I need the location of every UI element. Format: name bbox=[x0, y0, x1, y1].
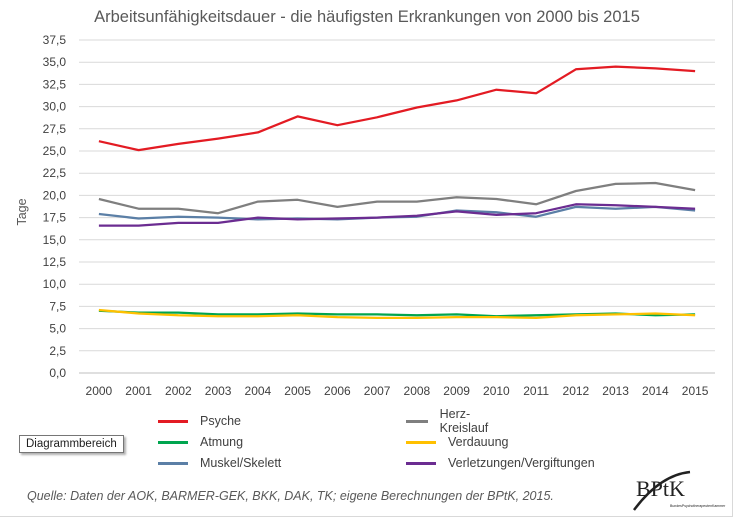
logo-wordmark: BPtK bbox=[636, 476, 685, 501]
series-line[interactable] bbox=[98, 308, 696, 320]
x-tick-labels: 2000 2001 2002 2003 2004 2005 2006 2007 2008 2009… bbox=[86, 384, 709, 398]
x-tick-label: 2015 bbox=[682, 384, 709, 398]
x-tick-label: 2012 bbox=[563, 384, 590, 398]
chart-title: Arbeitsunfähigkeitsdauer - die häufigste… bbox=[94, 8, 640, 26]
y-tick-label: 10,0 bbox=[43, 277, 67, 291]
y-tick-label: 7,5 bbox=[49, 299, 66, 313]
legend-swatch bbox=[158, 461, 188, 465]
legend-label: Muskel/Skelett bbox=[200, 456, 282, 470]
legend-label: Herz-Kreislauf bbox=[439, 407, 489, 435]
series-lines bbox=[98, 65, 696, 320]
legend-swatch bbox=[406, 440, 436, 444]
legend-swatch bbox=[158, 440, 188, 444]
y-tick-label: 30,0 bbox=[43, 100, 67, 114]
y-tick-label: 0,0 bbox=[49, 366, 66, 380]
series-line[interactable] bbox=[98, 181, 696, 215]
series-line[interactable] bbox=[98, 65, 696, 152]
y-tick-label: 25,0 bbox=[43, 144, 67, 158]
series-line[interactable] bbox=[98, 203, 696, 227]
legend-swatch bbox=[158, 419, 188, 423]
y-tick-label: 32,5 bbox=[43, 77, 67, 91]
y-tick-label: 17,5 bbox=[43, 211, 67, 225]
x-tick-label: 2007 bbox=[364, 384, 391, 398]
chart-area-tooltip: Diagrammbereich bbox=[19, 435, 124, 453]
legend-item[interactable]: Psyche bbox=[158, 413, 241, 429]
y-tick-label: 22,5 bbox=[43, 166, 67, 180]
legend-item[interactable]: Verletzungen/Vergiftungen bbox=[406, 455, 595, 471]
x-tick-label: 2010 bbox=[483, 384, 510, 398]
y-tick-label: 27,5 bbox=[43, 122, 67, 136]
y-tick-labels: 0,0 2,5 5,0 7,5 10,0 12,5 15,0 17,5 20,0 22,5 25,0… bbox=[43, 33, 67, 380]
legend-label: Atmung bbox=[200, 435, 244, 449]
y-axis-label: Tage bbox=[15, 198, 29, 225]
x-tick-label: 2008 bbox=[404, 384, 431, 398]
x-tick-label: 2000 bbox=[86, 384, 113, 398]
legend-item[interactable]: Atmung bbox=[158, 434, 243, 450]
logo-subtitle: BundesPsychotherapeutenKammer bbox=[670, 504, 726, 508]
y-tick-label: 35,0 bbox=[43, 55, 67, 69]
legend-label: Psyche bbox=[200, 414, 241, 428]
legend-label: Verdauung bbox=[448, 435, 509, 449]
x-tick-label: 2009 bbox=[443, 384, 470, 398]
x-tick-label: 2005 bbox=[284, 384, 311, 398]
source-note: Quelle: Daten der AOK, BARMER-GEK, BKK, … bbox=[27, 489, 554, 503]
gridlines bbox=[79, 39, 715, 374]
x-tick-label: 2001 bbox=[125, 384, 152, 398]
legend-swatch bbox=[406, 419, 428, 423]
y-tick-label: 2,5 bbox=[49, 344, 66, 358]
y-tick-label: 15,0 bbox=[43, 233, 67, 247]
legend-item[interactable]: Herz-Kreislauf bbox=[406, 407, 497, 435]
legend-item[interactable]: Verdauung bbox=[406, 434, 508, 450]
legend-item[interactable]: Muskel/Skelett bbox=[158, 455, 281, 471]
x-tick-label: 2011 bbox=[523, 384, 549, 398]
y-tick-label: 20,0 bbox=[43, 188, 67, 202]
legend-label: Verletzungen/Vergiftungen bbox=[448, 456, 595, 470]
x-tick-label: 2004 bbox=[245, 384, 272, 398]
y-tick-label: 37,5 bbox=[43, 33, 67, 47]
bptk-logo: BPtK BundesPsychotherapeutenKammer bbox=[630, 470, 730, 515]
y-tick-label: 12,5 bbox=[43, 255, 67, 269]
logo-swoosh-icon bbox=[632, 470, 691, 511]
x-tick-label: 2003 bbox=[205, 384, 232, 398]
x-tick-label: 2013 bbox=[602, 384, 629, 398]
x-tick-label: 2014 bbox=[642, 384, 669, 398]
x-tick-label: 2002 bbox=[165, 384, 192, 398]
x-tick-label: 2006 bbox=[324, 384, 351, 398]
y-tick-label: 5,0 bbox=[49, 322, 66, 336]
legend-swatch bbox=[406, 461, 436, 465]
